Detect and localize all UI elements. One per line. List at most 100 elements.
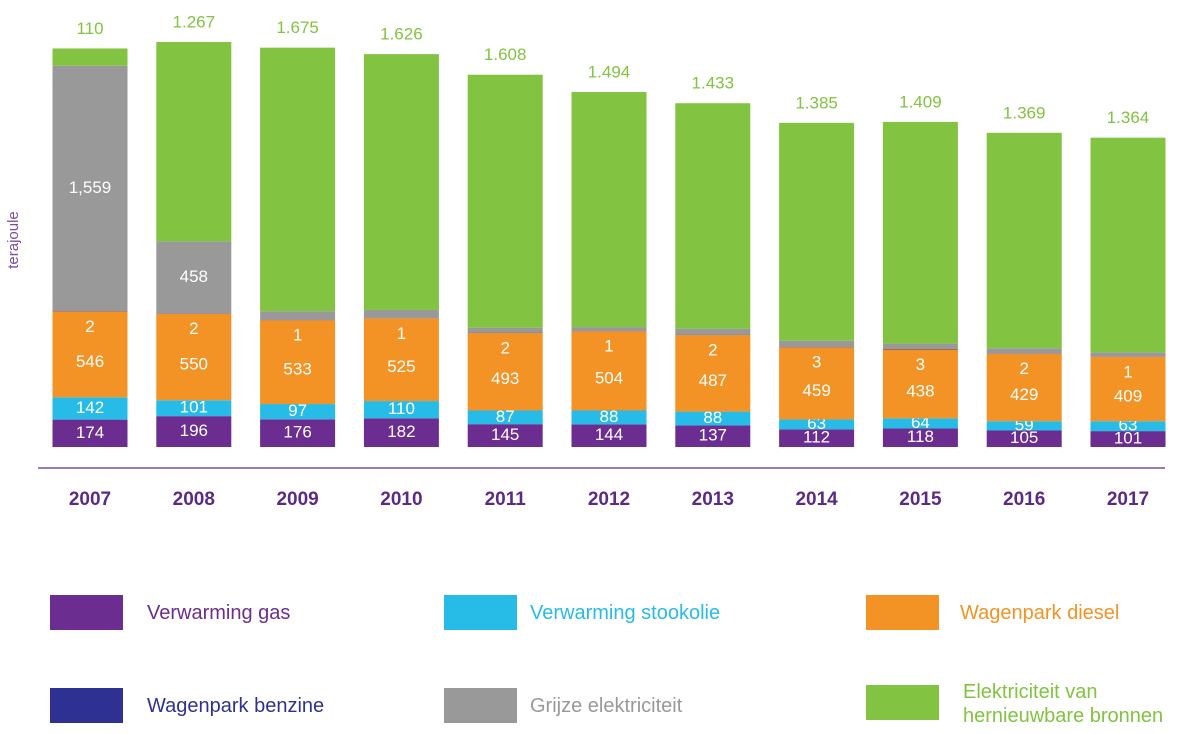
data-label: 1.675 [276,18,319,37]
bar-segment [1090,352,1166,357]
bar-segment [882,343,958,349]
data-label: 546 [76,352,104,371]
data-label: 196 [180,421,208,440]
x-tick-label: 2015 [899,489,942,510]
data-label: 1 [1123,362,1132,381]
data-label: 110 [76,19,103,38]
data-label: 493 [491,369,519,388]
legend-label: Grijze elektriciteit [530,695,683,717]
bar-segment [363,309,439,319]
data-label: 533 [283,360,311,379]
bar-segment [156,416,232,447]
x-tick-label: 2013 [692,489,734,510]
legend-swatch [444,688,517,723]
x-tick-label: 2007 [69,489,111,510]
data-label: 1 [293,326,302,345]
bar-segment [156,42,232,242]
data-label: 3 [812,353,821,372]
bar-segment [779,340,855,347]
data-label: 118 [907,427,934,446]
data-label: 1.433 [692,74,735,93]
legend-swatch [444,595,517,630]
data-label: 88 [600,407,619,426]
bar-segment [52,311,128,398]
bar-segment [467,74,543,328]
data-label: 182 [387,422,415,441]
bar-segment [882,121,958,344]
legend-label: Wagenpark benzine [147,695,325,717]
bar-segment [1090,431,1166,447]
bar-segment [363,418,439,447]
bar-segment [779,122,855,341]
bar-segment [52,65,128,312]
data-label: 174 [76,423,104,442]
bar-segment [52,397,128,420]
y-axis-label: terajoule [5,211,22,269]
legend-swatch [866,685,939,720]
bar-segment [1090,421,1166,432]
bar-segment [156,241,232,314]
bar-segment [467,410,543,425]
data-label: 144 [595,425,623,444]
bar-segment [675,411,751,426]
bar-segment [363,401,439,419]
x-tick-label: 2012 [588,489,630,510]
data-label: 550 [180,354,208,373]
data-label: 458 [180,267,208,286]
data-label: 1.608 [484,45,527,64]
bar-segment [882,349,958,419]
x-tick-label: 2014 [795,489,838,510]
data-label: 525 [387,357,415,376]
data-label: 112 [803,428,830,447]
bar-segment [260,320,336,405]
bar-segment [260,311,336,321]
data-label: 101 [180,398,208,417]
data-label: 176 [283,423,311,442]
data-label: 1.385 [795,93,838,112]
data-label: 1.267 [173,12,216,31]
bar-segment [52,419,128,447]
data-label: 3 [916,355,925,374]
data-label: 142 [76,398,104,417]
legend-swatch [50,688,123,723]
bar-segment [675,425,751,447]
data-label: 504 [595,368,623,387]
data-label: 2 [708,340,717,359]
data-label: 1.626 [380,25,423,44]
data-label: 2 [85,317,94,336]
bar-segment [675,103,751,329]
bar-segment [156,313,232,401]
bar-segment [467,424,543,447]
bar-segment [779,419,855,430]
bar-segment [52,48,128,66]
data-label: 101 [1114,429,1142,448]
data-label: 1.369 [1003,103,1046,122]
data-label: 1.494 [588,63,631,82]
legend-label: Elektriciteit van hernieuwbare bronnen [963,681,1164,727]
bar-segment [260,404,336,420]
data-label: 105 [1010,428,1038,447]
data-label: 2 [500,338,509,357]
data-label: 145 [491,425,519,444]
bar-segment [1090,356,1166,422]
bar-segment [363,54,439,310]
bar-segment [882,428,958,447]
data-label: 88 [703,408,722,427]
data-label: 459 [802,381,830,400]
bar-segment [986,132,1062,349]
x-tick-label: 2011 [485,489,527,510]
bar-segment [675,334,751,412]
x-tick-label: 2010 [380,489,422,510]
data-label: 1 [397,324,406,343]
bar-segment [779,429,855,447]
legend-swatch [50,595,123,630]
legend-label: Verwarming gas [147,602,291,624]
bar-segment [986,421,1062,431]
data-label: 409 [1114,387,1142,406]
data-label: 429 [1010,385,1038,404]
x-tick-label: 2008 [173,489,215,510]
bar-segment [1090,137,1166,353]
x-tick-label: 2017 [1107,489,1149,510]
bar-segment [986,430,1062,447]
